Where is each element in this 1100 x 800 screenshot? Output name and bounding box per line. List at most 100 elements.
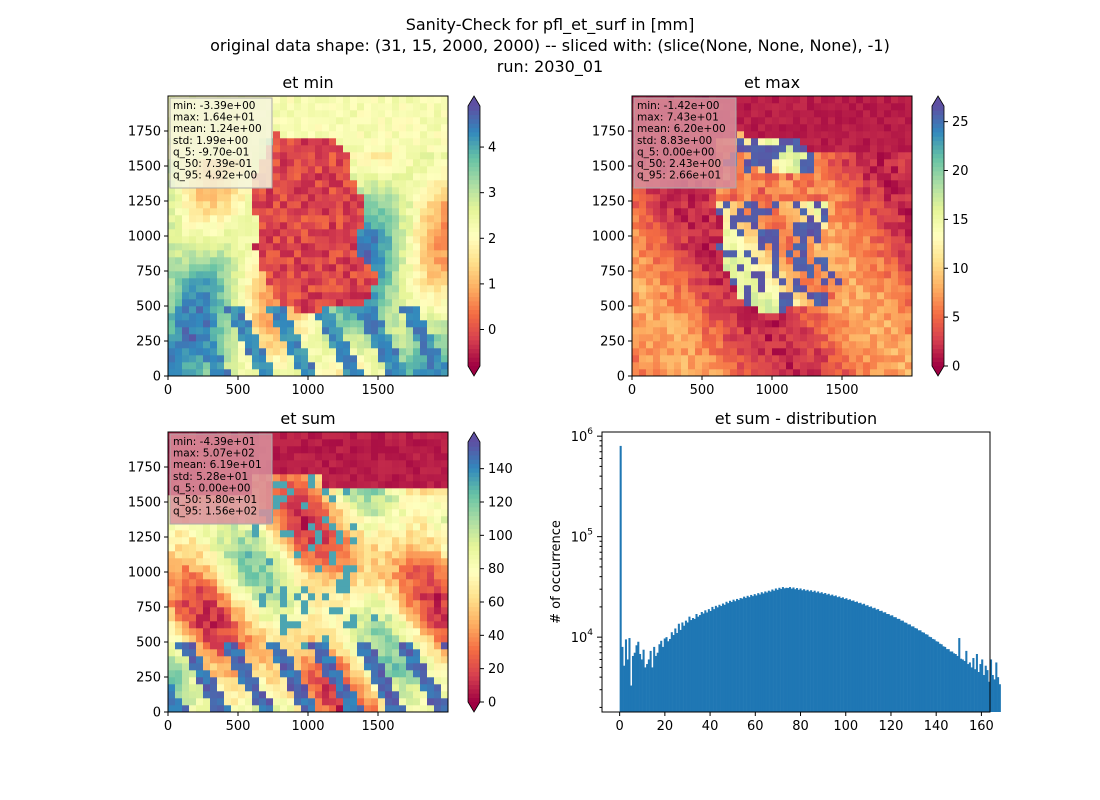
heatmap-cell: [420, 565, 428, 573]
heatmap-cell: [364, 432, 372, 440]
heatmap-cell: [378, 145, 386, 153]
heatmap-cell: [891, 222, 899, 230]
heatmap-cell: [849, 285, 857, 293]
heatmap-cell: [399, 257, 407, 265]
heatmap-cell: [252, 201, 260, 209]
heatmap-cell: [231, 362, 239, 370]
heatmap-cell: [772, 341, 780, 349]
heatmap-cell: [667, 222, 675, 230]
heatmap-cell: [210, 614, 218, 622]
heatmap-cell: [371, 565, 379, 573]
heatmap-cell: [835, 257, 843, 265]
heatmap-cell: [217, 684, 225, 692]
heatmap-cell: [371, 572, 379, 580]
heatmap-cell: [294, 509, 302, 517]
heatmap-cell: [189, 257, 197, 265]
heatmap-cell: [210, 292, 218, 300]
heatmap-cell: [744, 334, 752, 342]
heatmap-cell: [301, 586, 309, 594]
heatmap-cell: [406, 600, 414, 608]
heatmap-cell: [441, 278, 449, 286]
heatmap-cell: [224, 264, 232, 272]
heatmap-cell: [877, 264, 885, 272]
heatmap-cell: [294, 229, 302, 237]
heatmap-cell: [350, 362, 358, 370]
heatmap-cell: [434, 145, 442, 153]
heatmap-cell: [399, 635, 407, 643]
heatmap-cell: [434, 278, 442, 286]
heatmap-cell: [287, 495, 295, 503]
heatmap-cell: [420, 292, 428, 300]
heatmap-cell: [835, 299, 843, 307]
heatmap-cell: [821, 201, 829, 209]
heatmap-cell: [329, 607, 337, 615]
heatmap-cell: [266, 285, 274, 293]
heatmap-cell: [182, 285, 190, 293]
heatmap-cell: [238, 271, 246, 279]
heatmap-cell: [385, 453, 393, 461]
heatmap-cell: [399, 593, 407, 601]
heatmap-cell: [406, 320, 414, 328]
heatmap-cell: [336, 278, 344, 286]
heatmap-cell: [842, 355, 850, 363]
heatmap-cell: [441, 257, 449, 265]
heatmap-cell: [322, 544, 330, 552]
heatmap-cell: [842, 271, 850, 279]
heatmap-cell: [294, 432, 302, 440]
heatmap-cell: [821, 103, 829, 111]
heatmap-cell: [814, 103, 822, 111]
heatmap-cell: [259, 306, 267, 314]
heatmap-cell: [329, 173, 337, 181]
heatmap-cell: [266, 222, 274, 230]
heatmap-cell: [294, 607, 302, 615]
heatmap-cell: [259, 208, 267, 216]
heatmap-cell: [653, 264, 661, 272]
heatmap-cell: [399, 481, 407, 489]
heatmap-cell: [884, 138, 892, 146]
heatmap-cell: [688, 320, 696, 328]
heatmap-cell: [863, 117, 871, 125]
heatmap-cell: [357, 194, 365, 202]
heatmap-cell: [203, 579, 211, 587]
x-tick-label: 500: [690, 383, 715, 398]
heatmap-cell: [385, 607, 393, 615]
heatmap-cell: [175, 285, 183, 293]
heatmap-cell: [294, 257, 302, 265]
heatmap-cell: [196, 243, 204, 251]
heatmap-cell: [210, 229, 218, 237]
heatmap-cell: [364, 187, 372, 195]
heatmap-cell: [807, 159, 815, 167]
heatmap-cell: [399, 264, 407, 272]
y-tick-label: 1250: [592, 195, 625, 210]
heatmap-cell: [406, 173, 414, 181]
heatmap-cell: [632, 222, 640, 230]
heatmap-cell: [378, 649, 386, 657]
heatmap-cell: [639, 362, 647, 370]
heatmap-cell: [259, 572, 267, 580]
heatmap-cell: [343, 663, 351, 671]
heatmap-cell: [821, 110, 829, 118]
heatmap-cell: [287, 677, 295, 685]
y-tick-label: 1750: [128, 125, 161, 140]
heatmap-cell: [336, 537, 344, 545]
heatmap-cell: [772, 166, 780, 174]
heatmap-cell: [217, 285, 225, 293]
heatmap-cell: [378, 271, 386, 279]
heatmap-cell: [385, 278, 393, 286]
heatmap-cell: [835, 369, 843, 377]
heatmap-cell: [189, 565, 197, 573]
heatmap-cell: [280, 117, 288, 125]
heatmap-cell: [238, 362, 246, 370]
heatmap-cell: [800, 264, 808, 272]
heatmap-cell: [315, 579, 323, 587]
heatmap-cell: [252, 362, 260, 370]
heatmap-cell: [392, 194, 400, 202]
heatmap-cell: [406, 544, 414, 552]
heatmap-cell: [821, 96, 829, 104]
heatmap-cell: [821, 194, 829, 202]
heatmap-cell: [877, 187, 885, 195]
heatmap-cell: [420, 215, 428, 223]
heatmap-cell: [357, 705, 365, 713]
heatmap-cell: [667, 355, 675, 363]
heatmap-cell: [266, 579, 274, 587]
